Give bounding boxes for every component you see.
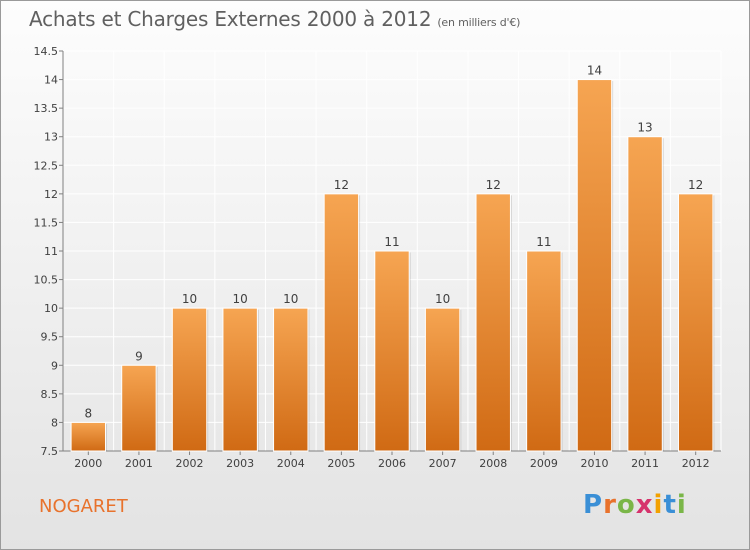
data-label: 10	[233, 292, 248, 306]
logo-letter: x	[635, 490, 654, 520]
bar[interactable]	[677, 193, 714, 452]
logo-letter: i	[676, 490, 687, 520]
bar[interactable]	[273, 307, 309, 452]
x-tick-label: 2009	[530, 457, 558, 470]
logo-letter: o	[616, 490, 636, 520]
commune-name: NOGARET	[39, 496, 128, 517]
logo-letter: P	[583, 490, 604, 520]
y-tick-label: 7.5	[41, 445, 59, 458]
bar[interactable]	[576, 79, 613, 452]
x-tick-label: 2003	[226, 457, 254, 470]
y-tick-label: 11.5	[34, 216, 59, 229]
x-tick-label: 2005	[327, 457, 355, 470]
data-label: 13	[637, 121, 652, 135]
data-label: 9	[135, 349, 143, 363]
logo-letter: r	[603, 490, 617, 520]
chart-subtitle: (en milliers d'€)	[437, 16, 521, 29]
data-label: 11	[536, 235, 551, 249]
logo-letter: i	[653, 490, 664, 520]
data-label: 10	[182, 292, 197, 306]
y-tick-label: 12.5	[34, 159, 59, 172]
x-tick-label: 2007	[429, 457, 457, 470]
data-label: 12	[486, 178, 501, 192]
x-tick-label: 2000	[74, 457, 102, 470]
chart-title: Achats et Charges Externes 2000 à 2012 (e…	[29, 7, 520, 31]
logo-letter: t	[663, 490, 677, 520]
bar[interactable]	[222, 307, 258, 452]
bar[interactable]	[171, 307, 208, 452]
data-label: 14	[587, 64, 602, 78]
y-tick-label: 10	[44, 302, 58, 315]
y-tick-label: 12	[44, 188, 58, 201]
y-tick-label: 10.5	[34, 274, 59, 287]
labels: 7.5 8 8.5 9 9.5 10 10.5 11 11.5 12 12.5 13 13.5 14 14.…	[34, 45, 710, 470]
y-tick-label: 9.5	[41, 331, 59, 344]
bars	[70, 79, 715, 452]
data-label: 10	[435, 292, 450, 306]
data-label: 10	[283, 292, 298, 306]
bar[interactable]	[70, 421, 107, 452]
bar[interactable]	[627, 136, 663, 452]
bar[interactable]	[121, 364, 157, 452]
y-tick-label: 11	[44, 245, 58, 258]
data-label: 8	[84, 406, 92, 420]
x-tick-label: 2010	[580, 457, 608, 470]
data-label: 11	[384, 235, 399, 249]
x-tick-label: 2012	[682, 457, 710, 470]
x-tick-label: 2008	[479, 457, 507, 470]
x-tick-label: 2006	[378, 457, 406, 470]
x-tick-label: 2002	[176, 457, 204, 470]
y-tick-label: 8.5	[41, 388, 59, 401]
y-tick-label: 8	[51, 416, 58, 429]
bar[interactable]	[475, 193, 511, 452]
x-tick-label: 2001	[125, 457, 153, 470]
y-tick-label: 9	[51, 359, 58, 372]
x-tick-label: 2004	[277, 457, 305, 470]
y-tick-label: 14	[44, 74, 58, 87]
data-label: 12	[334, 178, 349, 192]
proxiti-logo[interactable]: Proxiti	[583, 490, 687, 520]
chart-title-text: Achats et Charges Externes 2000 à 2012	[29, 7, 432, 31]
bar[interactable]	[374, 250, 410, 452]
y-tick-label: 14.5	[34, 45, 59, 58]
bar[interactable]	[526, 250, 562, 452]
bar[interactable]	[323, 193, 360, 452]
bar[interactable]	[424, 307, 461, 452]
data-label: 12	[688, 178, 703, 192]
x-tick-label: 2011	[631, 457, 659, 470]
y-tick-label: 13.5	[34, 102, 59, 115]
y-tick-label: 13	[44, 131, 58, 144]
